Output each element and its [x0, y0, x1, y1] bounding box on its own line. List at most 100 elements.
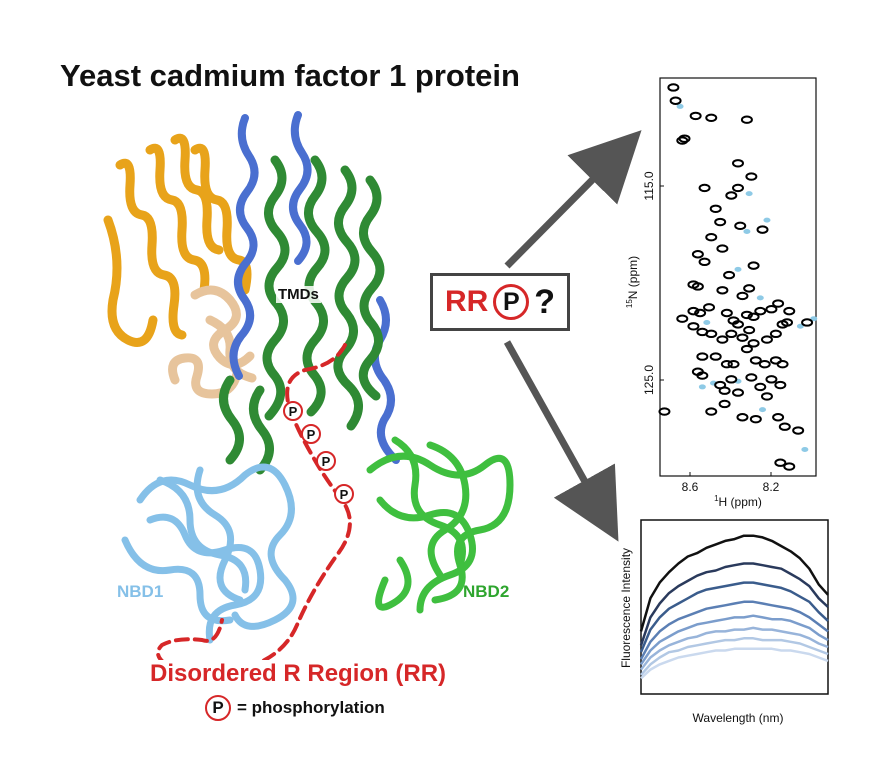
- nmr-frame: [659, 77, 817, 477]
- rr-box-p-symbol: P: [493, 284, 530, 320]
- nmr-peak-black: [723, 270, 736, 280]
- nmr-peak-black: [765, 375, 778, 384]
- nmr-peak-black: [772, 413, 785, 422]
- nmr-peak-black: [696, 371, 709, 380]
- rr-box-question: ?: [534, 282, 556, 321]
- nbd2-label: NBD2: [463, 582, 510, 601]
- nmr-peak-black: [743, 325, 756, 335]
- phospho-tag: P: [316, 451, 336, 471]
- nmr-peak-black: [760, 335, 773, 344]
- fluorescence-panel: Wavelength (nm) Fluorescence Intensity: [619, 519, 829, 725]
- nmr-peak-black: [740, 344, 753, 354]
- nmr-peak-black: [732, 320, 744, 329]
- legend-text: = phosphorylation: [237, 698, 385, 717]
- nbd1-label: NBD1: [117, 582, 164, 601]
- nmr-peak-blue: [734, 266, 742, 272]
- nmr-peak-black: [703, 303, 716, 312]
- arrow-to-nmr: [504, 130, 642, 269]
- nmr-peak-black: [725, 191, 738, 200]
- fluorescence-curve: [640, 626, 829, 671]
- nmr-peak-black: [718, 399, 731, 409]
- nmr-peak-black: [667, 83, 680, 92]
- nmr-peak-black: [745, 373, 758, 382]
- nmr-peak-black: [658, 407, 671, 416]
- fluorescence-frame: [640, 519, 829, 695]
- fluorescence-curve: [639, 581, 829, 653]
- nmr-peak-black: [705, 329, 718, 339]
- phospho-tag: P: [283, 401, 303, 421]
- nmr-peak-black: [774, 458, 787, 467]
- orange-helical-domain: [103, 133, 252, 347]
- nmr-peak-black: [747, 312, 760, 322]
- legend-p-symbol: P: [205, 695, 231, 721]
- nmr-xlabel-sup: 1: [714, 494, 719, 503]
- nmr-peak-black: [687, 306, 700, 316]
- nmr-peak-blue: [810, 316, 818, 322]
- nbd2-domain: [366, 436, 514, 614]
- nmr-peak-black: [765, 305, 778, 314]
- nmr-peak-blue: [759, 407, 767, 413]
- fluorescence-curve: [639, 614, 829, 666]
- nmr-peak-black: [769, 329, 782, 339]
- nmr-peak-black: [705, 113, 718, 122]
- nmr-peak-black: [801, 318, 814, 327]
- nmr-peak-black: [714, 217, 727, 227]
- nmr-peak-blue: [703, 319, 711, 325]
- nmr-spectrum-panel: 8.6 8.2 115.0 125.0 1H (ppm) 15N (ppm): [625, 77, 818, 509]
- tmds-label: TMDs: [276, 286, 321, 303]
- fluorescence-curve: [639, 600, 829, 660]
- fluorescence-curve: [639, 534, 829, 632]
- nmr-peak-black: [783, 306, 796, 316]
- arrow-to-fluorescence: [503, 340, 619, 542]
- nmr-peak-black: [749, 414, 762, 424]
- nmr-peak-black: [705, 233, 718, 242]
- phospho-tag: P: [301, 424, 321, 444]
- nmr-peak-black: [732, 159, 744, 168]
- nmr-peak-blue: [756, 295, 764, 301]
- fluorescence-xlabel: Wavelength (nm): [693, 711, 784, 725]
- nmr-peak-black: [716, 286, 729, 295]
- nmr-ytick: 115.0: [642, 171, 656, 200]
- nmr-peak-black: [736, 291, 749, 301]
- nmr-xlabel-text: H (ppm): [719, 495, 762, 509]
- nmr-peak-blue: [743, 229, 751, 235]
- nmr-peak-black: [732, 183, 744, 193]
- nmr-peak-black: [747, 339, 760, 348]
- fluorescence-curves: [639, 534, 829, 680]
- nmr-peak-blue: [698, 384, 706, 390]
- rr-box-rr: RR: [444, 285, 489, 318]
- nmr-peak-black: [698, 183, 711, 193]
- nmr-peak-black: [716, 335, 729, 344]
- nmr-ylabel: 15N (ppm): [625, 256, 640, 308]
- nmr-ylabel-text: N (ppm): [626, 256, 640, 299]
- nmr-peak-black: [736, 333, 749, 342]
- nmr-peak-black: [749, 356, 762, 365]
- nmr-peak-black: [740, 310, 753, 320]
- nmr-peak-blue: [801, 446, 809, 452]
- nmr-peak-black: [676, 136, 689, 145]
- nmr-peak-blue: [676, 103, 684, 109]
- fluorescence-curve: [640, 647, 829, 680]
- nmr-peak-black: [687, 322, 700, 331]
- nmr-peak-black: [720, 308, 733, 318]
- nmr-peaks: [658, 83, 818, 471]
- nmr-peak-black: [758, 359, 771, 369]
- nmr-peak-black: [734, 221, 747, 231]
- nmr-peak-black: [694, 308, 707, 318]
- phosphorylation-legend: P = phosphorylation: [205, 692, 385, 724]
- nmr-peak-black: [716, 244, 729, 253]
- tmd-blue-helices: [229, 111, 400, 464]
- nmr-peak-black: [727, 359, 740, 369]
- nmr-peak-black: [705, 407, 718, 416]
- nmr-peak-black: [676, 314, 689, 323]
- nmr-peak-black: [781, 318, 794, 327]
- nmr-peak-black: [778, 422, 791, 431]
- figure-title: Yeast cadmium factor 1 protein: [60, 58, 520, 93]
- nmr-peak-black: [709, 352, 722, 361]
- nmr-peak-black: [696, 352, 709, 361]
- phospho-tag: P: [334, 484, 354, 504]
- nmr-ylabel-sup: 15: [625, 299, 634, 308]
- nmr-peak-blue: [763, 217, 771, 223]
- nmr-peak-black: [745, 172, 758, 181]
